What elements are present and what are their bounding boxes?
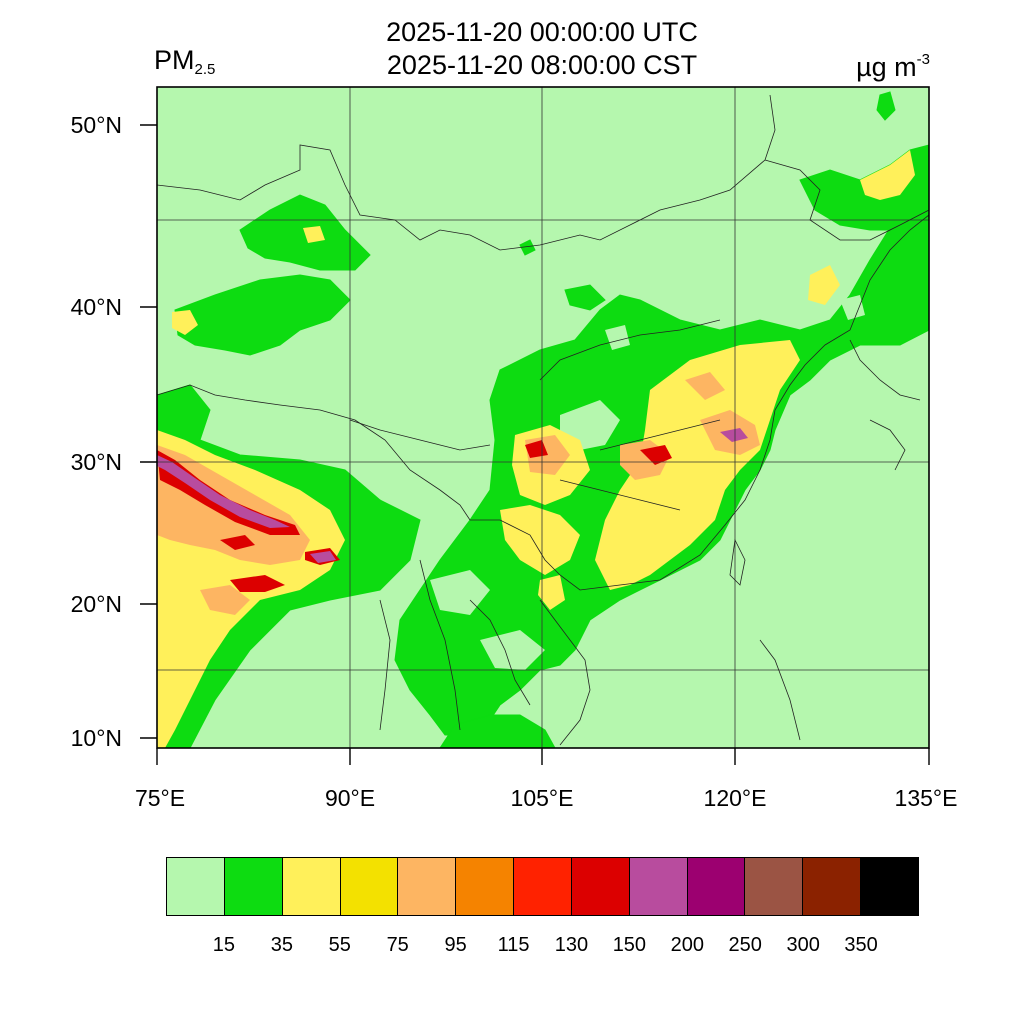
colorbar-label: 95 [444,934,467,956]
colorbar-box-12 [861,858,918,915]
colorbar-box-2 [282,858,341,915]
variable-label: PM2.5 [154,44,215,86]
colorbar-box-3 [340,858,399,915]
graticule [157,87,929,748]
colorbar-label: 300 [786,934,820,956]
colorbar-label: 250 [728,934,762,956]
colorbar-label: 150 [612,934,647,956]
colorbar-box-4 [398,858,457,915]
map-title-utc: 2025-11-20 00:00:00 UTC [386,17,698,47]
concentration-fields [157,91,929,748]
colorbar-label: 75 [386,934,409,956]
map-frame [156,86,930,749]
colorbar-label: 130 [554,934,589,956]
lat-label-30n: 30°N [70,449,122,475]
variable-label-subscript: 2.5 [194,61,216,78]
axis-ticks [140,124,930,765]
lon-label-135e: 135°E [894,785,958,811]
variable-label-main: PM [154,45,195,75]
colorbar-box-5 [456,858,515,915]
colorbar-label: 15 [212,934,236,956]
colorbar-box-6 [514,858,572,915]
units-label: µg m-3 [856,44,930,83]
lon-label-90e: 90°E [324,785,376,811]
lat-label-20n: 20°N [70,591,122,617]
lat-label-50n: 50°N [70,112,122,138]
lon-label-75e: 75°E [134,785,186,811]
colorbar-label: 200 [670,934,704,956]
colorbar-label: 115 [497,934,530,956]
colorbar-label: 350 [844,934,878,956]
colorbar-label: 55 [328,934,351,956]
colorbar-box-7 [571,858,630,915]
lon-label-120e: 120°E [703,785,767,811]
boundaries [157,94,929,746]
colorbar-box-8 [629,858,688,915]
colorbar-box-11 [803,858,862,915]
field-0-15-pockets [230,255,865,740]
units-label-superscript: -3 [916,51,930,68]
colorbar-box-9 [687,858,746,915]
colorbar-box-1 [224,858,283,915]
lon-label-105e: 105°E [510,785,574,811]
units-label-main: µg m [856,52,917,82]
colorbar [166,857,919,916]
lat-label-10n: 10°N [70,725,122,751]
colorbar-box-10 [745,858,804,915]
lat-label-40n: 40°N [70,294,122,320]
map-title-cst: 2025-11-20 08:00:00 CST [386,50,698,80]
colorbar-label: 35 [270,934,293,956]
colorbar-box-0 [167,858,225,915]
